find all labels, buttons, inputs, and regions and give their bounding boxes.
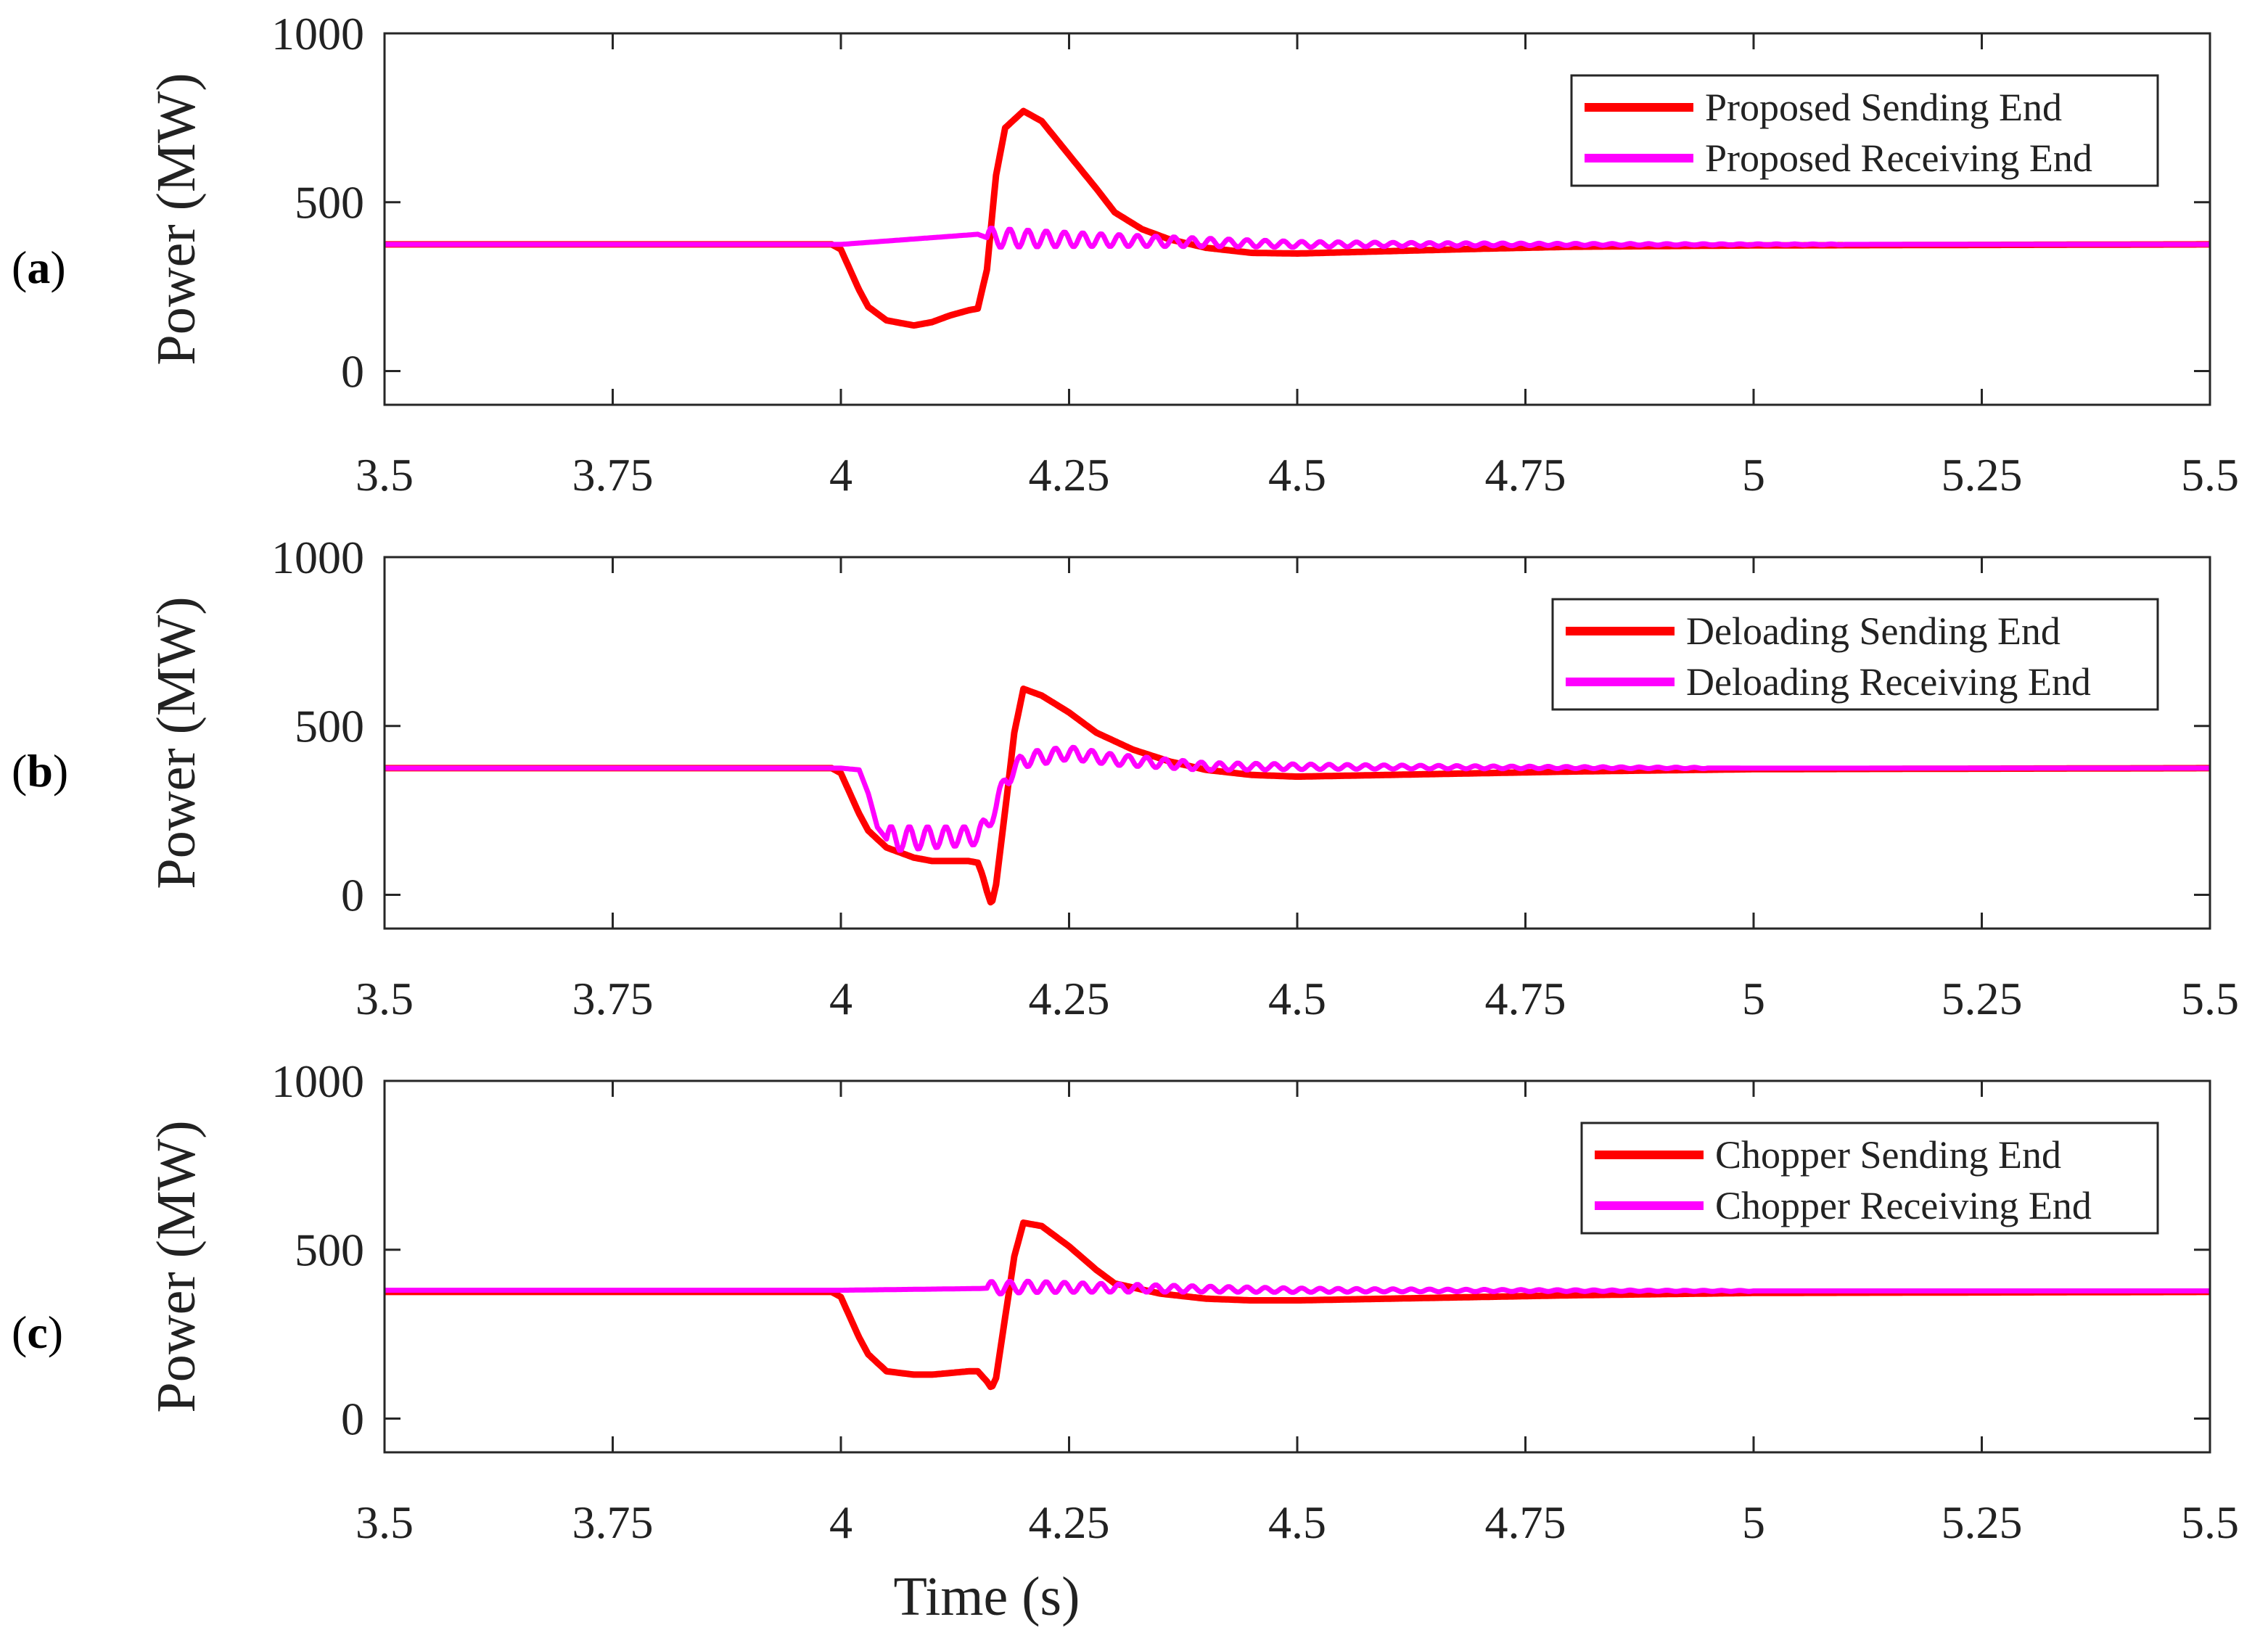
series-group: [385, 1219, 2210, 1391]
chart-panel-a: 3.5 3.75 4 4.25 4.5 4.75 5 5.25 5.5 0 500 1000 Power…: [12, 8, 2239, 501]
panel-label-close: ): [50, 242, 65, 293]
x-tick-label: 5.25: [1942, 973, 2023, 1024]
x-tick-label: 5.5: [2181, 973, 2239, 1024]
series-line-deloading-receiving-end: [385, 744, 2210, 853]
legend-box: [1580, 1122, 2159, 1235]
x-tick-label: 5: [1742, 1497, 1765, 1548]
y-tick-label: 0: [341, 869, 364, 921]
series-line-proposed-receiving-end: [385, 226, 2210, 250]
panel-label-close: ): [48, 1306, 63, 1358]
y-tick-label: 0: [341, 1393, 364, 1444]
x-tick-label: 4: [829, 973, 852, 1024]
x-tick-label: 3.5: [356, 973, 414, 1024]
legend-box: [1551, 598, 2159, 711]
panel-label-open: (: [12, 1306, 27, 1358]
y-tick-label: 1000: [271, 8, 364, 59]
legend: Deloading Sending End Deloading Receiving…: [1551, 598, 2159, 711]
x-tick-label: 4.25: [1029, 449, 1110, 501]
y-tick-label: 500: [295, 1225, 364, 1276]
x-tick-label: 5.25: [1942, 449, 2023, 501]
legend: Chopper Sending End Chopper Receiving End: [1580, 1122, 2159, 1235]
x-tick-label: 3.5: [356, 449, 414, 501]
x-tick-label: 4.25: [1029, 1497, 1110, 1548]
x-tick-label: 4.75: [1485, 973, 1566, 1024]
x-tick-label: 4: [829, 1497, 852, 1548]
panel-label-letter: a: [27, 242, 50, 293]
legend-entry-label: Chopper Receiving End: [1715, 1184, 2092, 1227]
x-tick-label: 4.25: [1029, 973, 1110, 1024]
panel-label-letter: c: [27, 1306, 47, 1358]
legend-entry-label: Proposed Receiving End: [1705, 136, 2092, 180]
x-tick-label: 4.5: [1268, 1497, 1326, 1548]
legend-box: [1570, 74, 2159, 187]
legend: Proposed Sending End Proposed Receiving E…: [1570, 74, 2159, 187]
panel-label: (b): [12, 745, 68, 797]
legend-entry-label: Chopper Sending End: [1715, 1133, 2061, 1177]
x-tick-label: 3.75: [572, 1497, 654, 1548]
panel-label-letter: b: [27, 745, 53, 797]
y-axis-title: Power (MW): [146, 596, 207, 889]
series-group: [385, 107, 2210, 329]
x-axis-title: Time (s): [894, 1566, 1080, 1627]
x-tick-label: 4: [829, 449, 852, 501]
x-tick-label: 4.5: [1268, 449, 1326, 501]
x-tick-label: 3.75: [572, 449, 654, 501]
y-axis-title: Power (MW): [146, 73, 207, 365]
y-tick-label: 500: [295, 701, 364, 752]
x-tick-label: 5: [1742, 449, 1765, 501]
legend-entry-label: Deloading Receiving End: [1686, 660, 2091, 704]
chart-panel-b: 3.5 3.75 4 4.25 4.5 4.75 5 5.25 5.5 0 500 1000 Power…: [12, 532, 2239, 1024]
x-tick-label: 3.5: [356, 1497, 414, 1548]
panel-label-open: (: [12, 745, 27, 797]
y-tick-label: 1000: [271, 532, 364, 583]
y-axis-title: Power (MW): [146, 1120, 207, 1412]
panel-label: (c): [12, 1306, 63, 1358]
y-tick-label: 1000: [271, 1056, 364, 1107]
x-tick-label: 5: [1742, 973, 1765, 1024]
legend-entry-label: Deloading Sending End: [1686, 609, 2060, 653]
x-tick-label: 4.75: [1485, 449, 1566, 501]
legend-entry-label: Proposed Sending End: [1705, 86, 2062, 129]
panel-label: (a): [12, 242, 66, 293]
panel-label-open: (: [12, 242, 27, 293]
series-group: [385, 686, 2210, 906]
chart-panel-c: 3.5 3.75 4 4.25 4.5 4.75 5 5.25 5.5 0 500 1000 Power…: [12, 1056, 2239, 1548]
x-tick-label: 4.5: [1268, 973, 1326, 1024]
x-tick-label: 4.75: [1485, 1497, 1566, 1548]
x-tick-label: 5.5: [2181, 1497, 2239, 1548]
series-line-chopper-receiving-end: [385, 1278, 2210, 1297]
x-tick-label: 5.5: [2181, 449, 2239, 501]
panel-label-close: ): [53, 745, 68, 797]
y-tick-label: 0: [341, 345, 364, 397]
y-tick-label: 500: [295, 177, 364, 229]
x-tick-label: 5.25: [1942, 1497, 2023, 1548]
x-tick-label: 3.75: [572, 973, 654, 1024]
